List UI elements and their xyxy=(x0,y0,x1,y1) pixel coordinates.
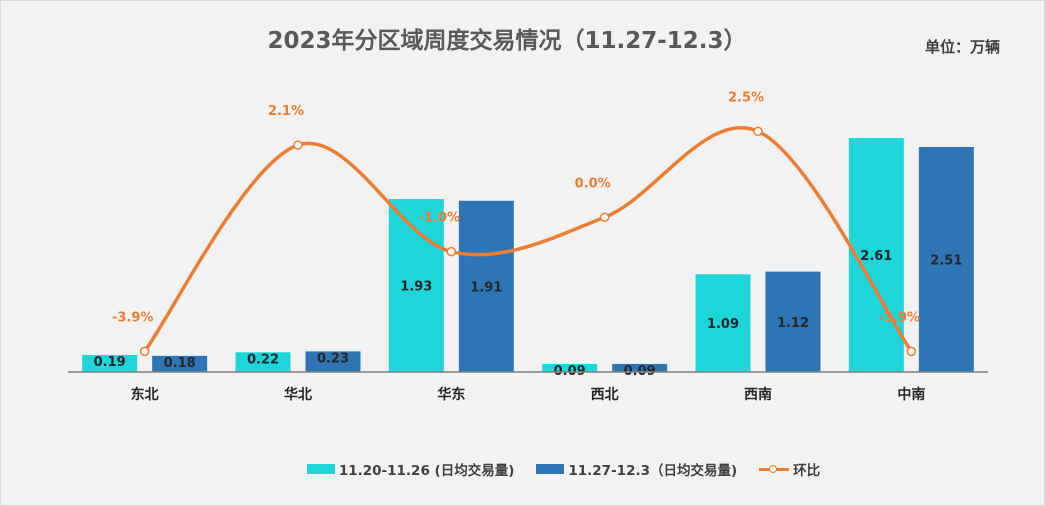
unit-label: 单位：万辆 xyxy=(924,38,1000,56)
x-tick-label-0: 东北 xyxy=(131,386,159,403)
bar-label-series-2-2: 1.91 xyxy=(470,280,502,295)
bar-series-1-0 xyxy=(82,354,138,372)
chart-legend: 11.20-11.26 (日均交易量) 11.27-12.3（日均交易量) 环比 xyxy=(1,459,1045,479)
bar-label-series-2-5: 2.51 xyxy=(930,253,962,268)
bar-label-series-2-4: 1.12 xyxy=(777,316,809,331)
ratio-point-5 xyxy=(906,346,917,357)
bar-label-series-1-0: 0.19 xyxy=(94,355,126,370)
bar-series-1-4 xyxy=(695,274,751,372)
bar-series-1-2 xyxy=(388,198,444,372)
x-tick-label-1: 华北 xyxy=(284,386,312,403)
bar-label-series-1-1: 0.22 xyxy=(247,352,279,367)
ratio-point-0 xyxy=(139,346,150,357)
legend-swatch-ratio xyxy=(759,464,790,474)
bar-series-1-1 xyxy=(235,352,291,372)
bar-series-2-3 xyxy=(612,363,668,372)
chart-title: 2023年分区域周度交易情况（11.27-12.3） xyxy=(267,28,747,54)
x-tick-label-2: 华东 xyxy=(437,386,465,403)
bar-label-series-1-5: 2.61 xyxy=(860,249,892,264)
bar-series-1-3 xyxy=(542,363,598,372)
bar-label-series-2-0: 0.18 xyxy=(164,356,196,371)
bar-series-2-2 xyxy=(458,200,514,372)
ratio-label-4: 2.5% xyxy=(728,90,764,105)
legend-label-series-2: 11.27-12.3（日均交易量) xyxy=(568,463,738,479)
bar-series-1-5 xyxy=(848,138,904,372)
bar-label-series-1-4: 1.09 xyxy=(707,317,739,332)
bar-series-2-1 xyxy=(305,351,361,372)
bar-label-series-2-1: 0.23 xyxy=(317,351,349,366)
legend-label-ratio: 环比 xyxy=(793,463,821,479)
ratio-label-5: -3.9% xyxy=(879,310,920,325)
legend-item-ratio[interactable]: 环比 xyxy=(759,459,820,479)
ratio-label-3: 0.0% xyxy=(575,176,611,191)
legend-label-series-1: 11.20-11.26 (日均交易量) xyxy=(338,463,515,479)
ratio-line xyxy=(142,126,914,354)
legend-item-series-1[interactable]: 11.20-11.26 (日均交易量) xyxy=(306,459,515,479)
ratio-label-1: 2.1% xyxy=(268,104,304,119)
bar-label-series-1-2: 1.93 xyxy=(400,279,432,294)
x-tick-label-3: 西北 xyxy=(591,387,619,403)
legend-swatch-series-1 xyxy=(306,464,335,474)
ratio-point-4 xyxy=(753,126,763,137)
ratio-point-1 xyxy=(293,140,303,150)
bar-series-2-5 xyxy=(918,146,974,372)
ratio-label-2: -1.0% xyxy=(419,211,460,226)
bar-series-2-0 xyxy=(152,355,208,372)
ratio-label-0: -3.9% xyxy=(112,310,153,325)
x-tick-label-5: 中南 xyxy=(897,386,925,403)
bar-series-2-4 xyxy=(765,271,821,372)
x-tick-label-4: 西南 xyxy=(744,386,772,403)
ratio-point-2 xyxy=(446,246,457,257)
legend-item-series-2[interactable]: 11.27-12.3（日均交易量) xyxy=(536,459,737,479)
legend-swatch-series-2 xyxy=(536,464,565,474)
ratio-point-3 xyxy=(599,212,610,223)
